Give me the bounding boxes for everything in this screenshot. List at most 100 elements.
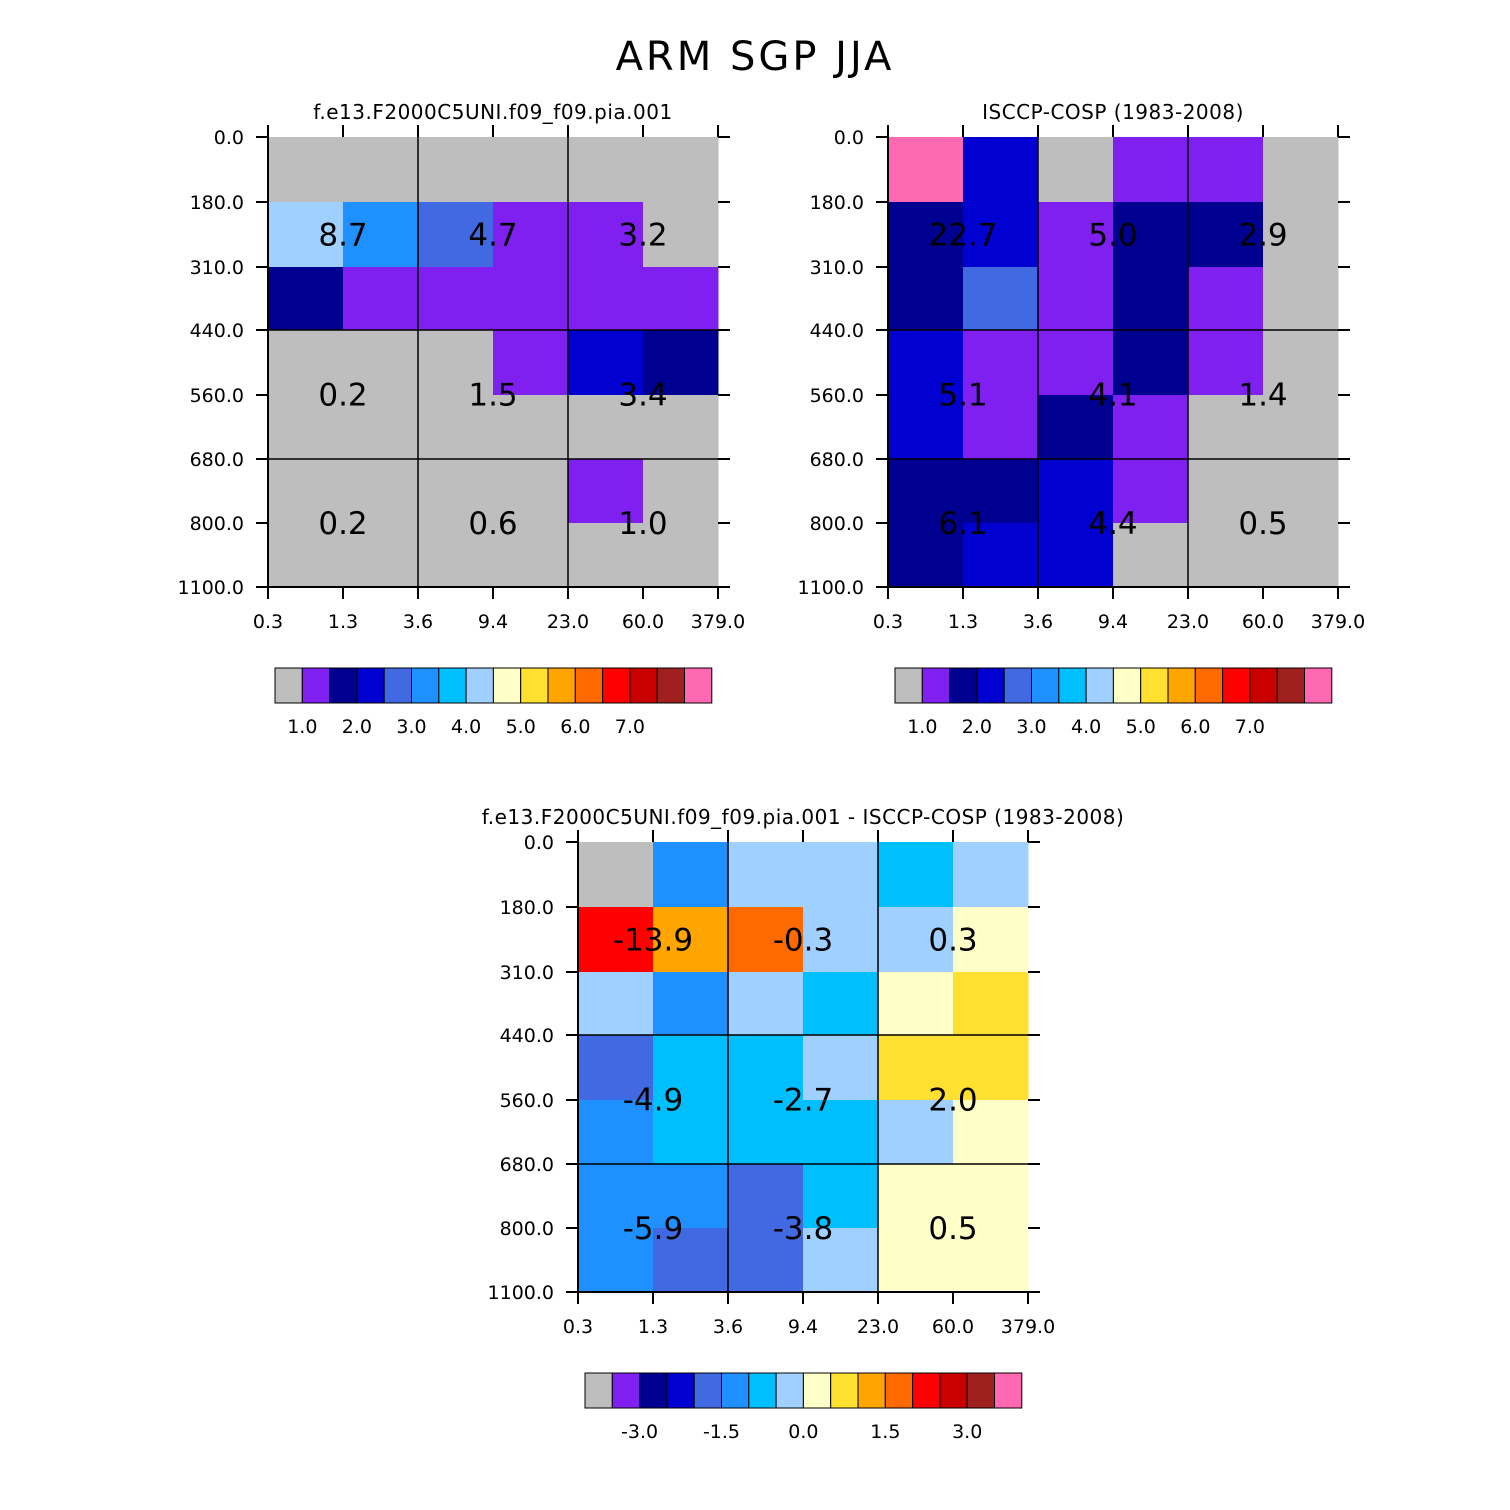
colorbar-swatch — [656, 667, 686, 704]
heatmap-cell — [343, 459, 419, 524]
colorbar-swatch — [894, 667, 923, 704]
heatmap-cell — [268, 267, 344, 331]
x-tick-label: 0.3 — [253, 611, 283, 633]
colorbar-label: 3.0 — [1016, 716, 1046, 738]
colorbar-swatch — [1304, 667, 1333, 704]
block-value-label: 6.1 — [938, 506, 987, 542]
y-tick-label: 310.0 — [810, 257, 864, 279]
heatmap-cell — [343, 395, 419, 460]
block-value-label: 0.2 — [318, 378, 367, 414]
y-tick-label: 1100.0 — [798, 577, 864, 599]
block-value-label: 5.1 — [938, 378, 987, 414]
heatmap-cell — [803, 842, 879, 908]
y-tick-label: 440.0 — [190, 320, 244, 342]
block-value-label: -2.7 — [773, 1083, 834, 1119]
y-tick-label: 800.0 — [190, 513, 244, 535]
heatmap-cell — [1038, 137, 1114, 203]
block-value-label: 22.7 — [928, 218, 997, 254]
y-tick-label: 180.0 — [500, 897, 554, 919]
block-value-label: 0.3 — [928, 923, 977, 959]
heatmap-cell — [1113, 395, 1189, 460]
heatmap-cell — [343, 523, 419, 588]
colorbar-swatch — [629, 667, 658, 704]
heatmap-cell — [728, 907, 804, 973]
colorbar-label: 1.5 — [870, 1421, 900, 1443]
block-value-label: 0.2 — [318, 506, 367, 542]
heatmap-cell — [963, 395, 1039, 460]
heatmap-cell — [343, 330, 419, 396]
heatmap-cell — [1188, 523, 1264, 588]
x-tick-label: 9.4 — [1098, 611, 1128, 633]
heatmap-cell — [643, 395, 719, 460]
y-tick-label: 180.0 — [190, 192, 244, 214]
heatmap-cell — [1263, 330, 1339, 396]
heatmap-cell — [643, 267, 719, 331]
heatmap-cell — [1038, 330, 1114, 396]
heatmap-cell — [418, 395, 494, 460]
colorbar-label: 3.0 — [396, 716, 426, 738]
block-value-label: 2.0 — [928, 1083, 977, 1119]
heatmap-cell — [878, 1035, 954, 1101]
heatmap-cell — [888, 267, 964, 331]
colorbar-swatch — [492, 667, 522, 704]
colorbar-swatch — [684, 667, 713, 704]
x-tick-label: 1.3 — [328, 611, 358, 633]
colorbar-swatch — [1058, 667, 1087, 704]
heatmap-cell — [653, 1100, 729, 1165]
heatmap-cell — [568, 137, 644, 203]
x-tick-label: 23.0 — [857, 1316, 899, 1338]
x-tick-label: 60.0 — [932, 1316, 974, 1338]
block-value-label: -5.9 — [623, 1211, 684, 1247]
colorbar-swatch — [966, 1372, 996, 1409]
colorbar-swatch — [721, 1372, 750, 1409]
heatmap-cell — [268, 202, 344, 268]
colorbar-swatch — [329, 667, 358, 704]
heatmap-cell — [578, 1164, 654, 1229]
y-tick-label: 1100.0 — [178, 577, 244, 599]
heatmap-cell — [1113, 202, 1189, 268]
x-tick-label: 379.0 — [691, 611, 745, 633]
colorbar-label: 1.0 — [287, 716, 317, 738]
heatmap-cell — [963, 330, 1039, 396]
heatmap-cell — [578, 1035, 654, 1101]
colorbar-swatch — [1276, 667, 1305, 704]
block-value-label: 8.7 — [318, 218, 367, 254]
heatmap-cell — [268, 395, 344, 460]
heatmap-cell — [888, 395, 964, 460]
colorbar-swatch — [356, 667, 385, 704]
heatmap-cell — [1113, 459, 1189, 524]
colorbar-label: 4.0 — [451, 716, 481, 738]
colorbar-swatch — [1194, 667, 1224, 704]
y-tick-label: 680.0 — [500, 1154, 554, 1176]
colorbar-label: 4.0 — [1071, 716, 1101, 738]
colorbar-label: 7.0 — [1235, 716, 1265, 738]
heatmap-cell — [578, 972, 654, 1036]
colorbar-swatch — [884, 1372, 914, 1409]
heatmap-cell — [878, 842, 954, 908]
y-tick-label: 310.0 — [500, 962, 554, 984]
heatmap-cell — [728, 1164, 804, 1229]
block-value-label: 0.5 — [928, 1211, 977, 1247]
block-value-label: 3.2 — [618, 218, 667, 254]
heatmap-cell — [1188, 137, 1264, 203]
y-tick-label: 180.0 — [810, 192, 864, 214]
colorbar-swatch — [830, 1372, 859, 1409]
heatmap-cell — [568, 267, 644, 331]
x-tick-label: 9.4 — [478, 611, 508, 633]
x-tick-label: 3.6 — [403, 611, 433, 633]
panel-title: ISCCP-COSP (1983-2008) — [982, 100, 1244, 124]
colorbar-label: 5.0 — [1126, 716, 1156, 738]
heatmap-cell — [1038, 267, 1114, 331]
heatmap-cell — [953, 1164, 1029, 1229]
x-tick-label: 23.0 — [1167, 611, 1209, 633]
colorbar-label: 2.0 — [342, 716, 372, 738]
heatmap-cell — [1038, 523, 1114, 588]
heatmap-cell — [643, 137, 719, 203]
heatmap-cell — [1113, 267, 1189, 331]
colorbar-swatch — [639, 1372, 668, 1409]
colorbar-label: 6.0 — [560, 716, 590, 738]
heatmap-cell — [1113, 137, 1189, 203]
heatmap-cell — [953, 1100, 1029, 1165]
block-value-label: 4.1 — [1088, 378, 1137, 414]
heatmap-cell — [803, 907, 879, 973]
